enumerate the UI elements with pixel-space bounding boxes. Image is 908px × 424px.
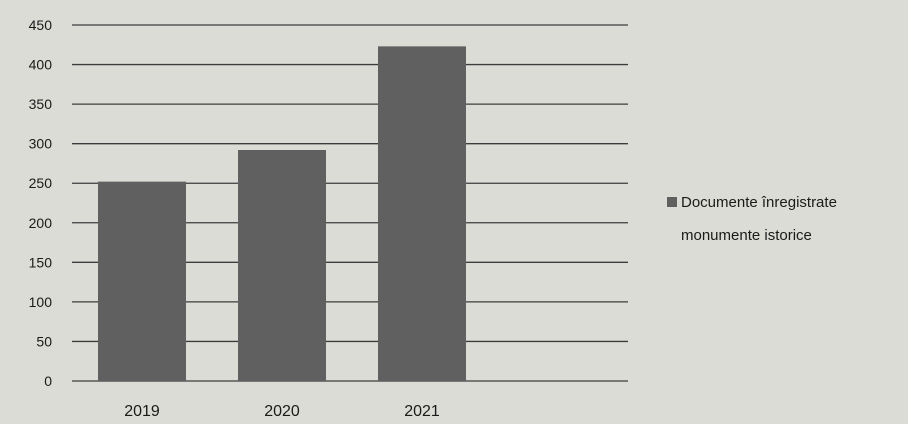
bars <box>98 46 466 382</box>
y-tick-label-7: 350 <box>29 96 53 112</box>
legend: Documente înregistrate monumente istoric… <box>667 194 837 244</box>
y-tick-label-0: 0 <box>44 373 52 389</box>
y-tick-label-6: 300 <box>29 136 53 152</box>
y-tick-label-8: 400 <box>29 57 53 73</box>
legend-label-line1: Documente înregistrate <box>681 194 837 211</box>
bar-2019 <box>98 181 186 381</box>
x-tick-label-2021: 2021 <box>404 403 440 419</box>
y-tick-label-2: 100 <box>29 294 53 310</box>
y-tick-label-3: 150 <box>29 254 53 270</box>
y-tick-label-1: 50 <box>36 333 52 349</box>
bar-2021 <box>378 46 466 382</box>
x-tick-label-2020: 2020 <box>264 403 300 419</box>
legend-label-line2: monumente istorice <box>681 227 812 244</box>
legend-swatch <box>667 197 677 207</box>
x-axis-ticks: 2019 2020 2021 <box>124 403 440 420</box>
bar-2020 <box>238 149 326 381</box>
y-tick-label-5: 250 <box>29 175 53 191</box>
y-tick-label-4: 200 <box>29 215 53 231</box>
y-tick-label-9: 450 <box>29 17 53 33</box>
y-axis-ticks: 0 50 100 150 200 250 300 350 400 450 <box>29 17 53 389</box>
x-tick-label-2019: 2019 <box>124 403 160 419</box>
